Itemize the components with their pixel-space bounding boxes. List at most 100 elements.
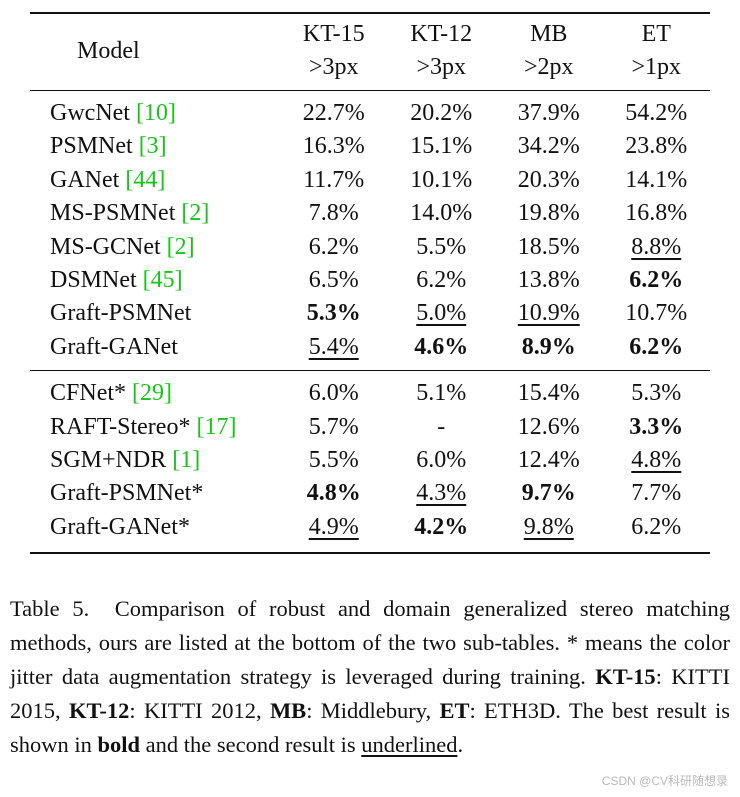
citation-link[interactable]: [2]: [166, 233, 195, 260]
metric-cell: 5.3%: [602, 370, 710, 411]
metric-cell: 5.7%: [280, 411, 388, 444]
metric-cell: 12.6%: [495, 411, 603, 444]
model-name: Graft-GANet*: [50, 513, 190, 540]
model-name-cell: Graft-PSMNet: [30, 297, 280, 330]
metric-value: 5.7%: [308, 413, 359, 440]
header-mb-dataset: MB: [530, 21, 568, 47]
metric-cell: 6.0%: [280, 370, 388, 411]
metric-cell: 3.3%: [603, 411, 711, 444]
caption-text-best: The best result is shown in: [10, 698, 730, 757]
metric-cell: 6.5%: [280, 264, 388, 297]
citation-link[interactable]: [17]: [196, 413, 237, 440]
metric-cell: 4.3%: [388, 477, 496, 510]
metric-value: 16.8%: [625, 200, 688, 227]
metric-value: 6.0%: [416, 447, 467, 474]
caption-text-intro: Comparison of robust and domain generali…: [10, 596, 731, 689]
metric-cell: 22.7%: [280, 90, 388, 131]
metric-cell: 7.8%: [280, 197, 388, 230]
caption-label: Table 5.: [10, 596, 90, 621]
citation-link[interactable]: [10]: [135, 100, 176, 126]
metric-cell: -: [388, 411, 496, 444]
table-row: GwcNet [10] 22.7% 20.2% 37.9% 54.2%: [30, 90, 710, 131]
model-name: PSMNet: [50, 133, 139, 160]
model-name-cell: Graft-GANet: [30, 331, 280, 371]
results-table: Model KT-15 >3px KT-12 >3px MB >2px ET >…: [30, 12, 711, 555]
model-name-cell: DSMNet [45]: [30, 264, 280, 297]
metric-value: 4.9%: [308, 513, 359, 540]
metric-value: 5.3%: [306, 300, 361, 327]
citation-link[interactable]: [2]: [181, 200, 210, 227]
metric-value: 20.3%: [517, 166, 580, 193]
metric-cell: 23.8%: [603, 130, 711, 163]
table-row: Graft-GANet 5.4% 4.6% 8.9% 6.2%: [30, 331, 710, 371]
metric-cell: 13.8%: [495, 264, 603, 297]
metric-value: 6.2%: [629, 267, 684, 294]
metric-cell: 9.7%: [495, 477, 603, 510]
metric-value: 20.2%: [410, 100, 473, 126]
table-caption: Table 5. Comparison of robust and domain…: [10, 592, 730, 762]
metric-value: 8.9%: [521, 333, 576, 360]
metric-cell: 6.2%: [603, 331, 711, 371]
citation-link[interactable]: [3]: [138, 133, 167, 160]
model-name: RAFT-Stereo*: [50, 413, 197, 440]
metric-cell: 6.2%: [602, 510, 710, 555]
metric-cell: 5.4%: [280, 331, 388, 371]
table-row: PSMNet [3] 16.3% 15.1% 34.2% 23.8%: [30, 130, 710, 163]
metric-value: 34.2%: [517, 133, 580, 160]
metric-cell: 15.1%: [388, 130, 496, 163]
model-name-cell: PSMNet [3]: [30, 130, 280, 163]
model-name: MS-GCNet: [50, 233, 167, 260]
metric-value: 15.1%: [410, 133, 473, 160]
caption-abbr-key: ET: [439, 698, 470, 723]
model-name-cell: MS-PSMNet [2]: [30, 197, 280, 230]
metric-value: 10.1%: [410, 166, 473, 193]
model-name-cell: GANet [44]: [30, 164, 280, 197]
metric-value: 12.6%: [517, 413, 580, 440]
metric-value: 9.7%: [521, 480, 576, 507]
model-name-cell: MS-GCNet [2]: [30, 231, 280, 264]
table-header-row: Model KT-15 >3px KT-12 >3px MB >2px ET >…: [30, 12, 710, 91]
table-row: RAFT-Stereo* [17] 5.7% - 12.6% 3.3%: [30, 411, 710, 444]
model-name: SGM+NDR: [50, 447, 173, 474]
model-name-cell: CFNet* [29]: [30, 370, 280, 411]
header-mb: MB >2px: [495, 12, 603, 91]
table-row: DSMNet [45] 6.5% 6.2% 13.8% 6.2%: [30, 264, 710, 297]
metric-value: 5.0%: [416, 300, 467, 327]
metric-cell: 5.3%: [280, 297, 388, 330]
metric-cell: 5.5%: [388, 231, 496, 264]
metric-value: 16.3%: [302, 133, 365, 160]
metric-value: 4.2%: [414, 513, 469, 540]
citation-link[interactable]: [45]: [142, 267, 183, 294]
metric-cell: 37.9%: [495, 90, 603, 131]
metric-cell: 16.3%: [280, 130, 388, 163]
header-et: ET >1px: [602, 12, 710, 91]
caption-abbr-value: : KITTI 2012,: [129, 698, 270, 723]
metric-cell: 20.2%: [387, 90, 495, 131]
table-section-augmented: CFNet* [29] 6.0% 5.1% 15.4% 5.3% RAFT-Stereo*…: [30, 370, 710, 555]
metric-cell: 4.9%: [280, 510, 388, 555]
table-row: MS-PSMNet [2] 7.8% 14.0% 19.8% 16.8%: [30, 197, 710, 230]
metric-value: -: [437, 413, 446, 440]
metric-cell: 8.8%: [603, 231, 711, 264]
metric-cell: 19.8%: [495, 197, 603, 230]
metric-value: 6.5%: [308, 267, 359, 294]
metric-value: 6.2%: [631, 513, 682, 540]
metric-value: 5.5%: [308, 447, 359, 474]
metric-cell: 6.0%: [388, 444, 496, 477]
metric-value: 22.7%: [302, 100, 365, 126]
metric-value: 6.2%: [308, 233, 359, 260]
metric-value: 8.8%: [631, 233, 682, 260]
metric-cell: 4.6%: [388, 331, 496, 371]
header-kt12: KT-12 >3px: [387, 12, 495, 91]
citation-link[interactable]: [44]: [125, 166, 166, 193]
model-name: CFNet*: [50, 380, 133, 407]
header-kt12-threshold: >3px: [416, 54, 467, 80]
metric-value: 5.3%: [631, 380, 682, 407]
metric-value: 4.3%: [416, 480, 467, 507]
citation-link[interactable]: [1]: [172, 447, 201, 474]
metric-cell: 8.9%: [495, 331, 603, 371]
metric-value: 12.4%: [517, 447, 580, 474]
table-row: Graft-PSMNet 5.3% 5.0% 10.9% 10.7%: [30, 297, 710, 330]
citation-link[interactable]: [29]: [132, 380, 172, 407]
metric-value: 11.7%: [303, 166, 365, 193]
